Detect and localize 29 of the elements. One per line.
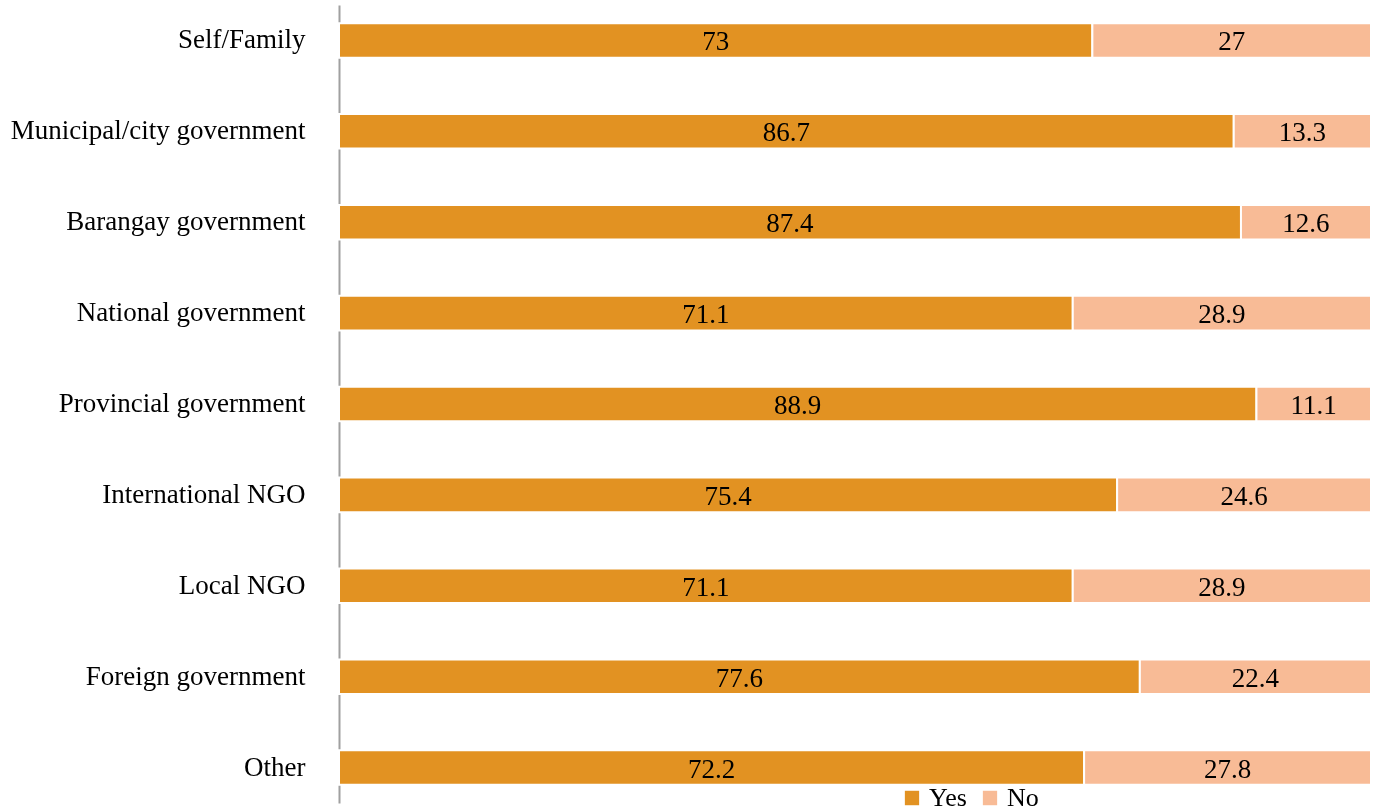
data-label: 22.4 — [1231, 662, 1280, 693]
data-label: 71.1 — [682, 299, 730, 330]
data-label: 88.9 — [774, 390, 822, 420]
y-tick-label: Barangay government — [66, 206, 306, 237]
y-tick-label: National government — [76, 297, 306, 328]
legend-label: Yes — [929, 783, 967, 808]
data-label: 11.1 — [1290, 390, 1337, 420]
data-label: 12.6 — [1282, 208, 1330, 239]
data-label: 77.6 — [715, 662, 764, 693]
data-label: 13.3 — [1278, 117, 1326, 148]
data-label: 24.6 — [1220, 480, 1268, 511]
data-label: 75.4 — [704, 480, 753, 511]
y-tick-label: International NGO — [102, 478, 306, 509]
data-label: 71.1 — [682, 571, 730, 602]
data-label: 28.9 — [1198, 299, 1246, 330]
y-tick-label: Self/Family — [178, 24, 306, 55]
data-label: 27.8 — [1203, 753, 1252, 784]
legend-label: No — [1007, 783, 1039, 808]
y-tick-label: Foreign government — [85, 660, 306, 691]
data-label: 28.9 — [1198, 571, 1246, 602]
y-tick-label: Provincial government — [58, 388, 306, 418]
y-tick-label: Municipal/city government — [10, 115, 306, 146]
data-label: 87.4 — [766, 208, 815, 239]
y-tick-label: Local NGO — [178, 569, 306, 600]
data-label: 72.2 — [687, 753, 736, 784]
data-label: 73 — [702, 26, 730, 57]
data-label: 27 — [1218, 26, 1246, 57]
data-label: 86.7 — [762, 117, 810, 148]
y-tick-label: Other — [244, 751, 306, 782]
